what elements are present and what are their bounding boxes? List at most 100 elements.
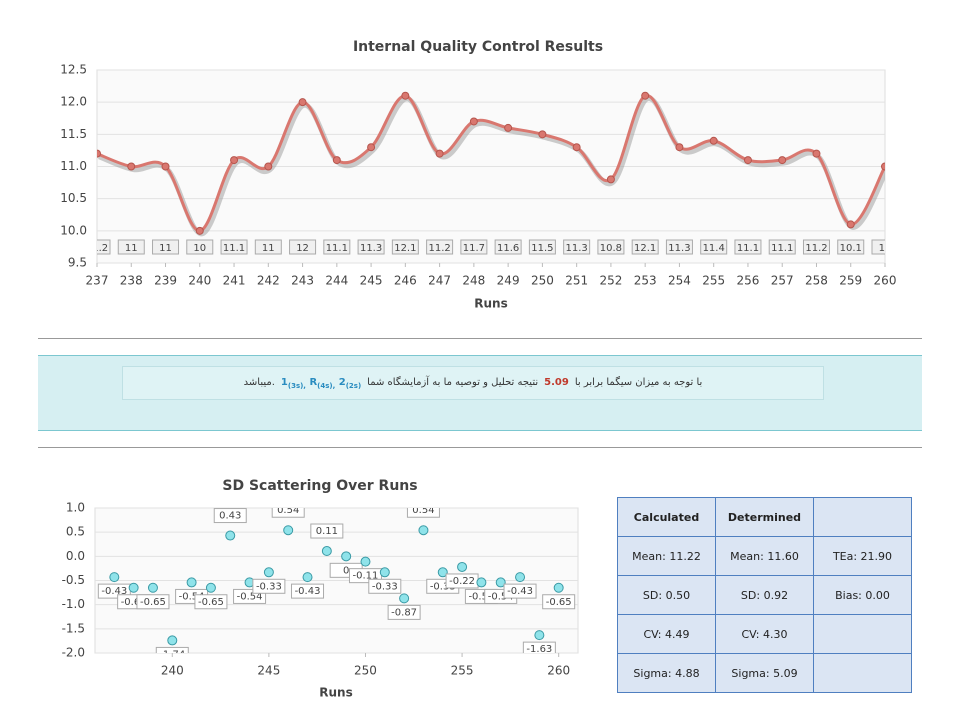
table-cell: Sigma: 5.09 (715, 653, 814, 693)
table-cell: SD: 0.92 (715, 575, 814, 615)
chart-title: Internal Quality Control Results (353, 39, 603, 55)
x-tick-label: 242 (257, 274, 280, 288)
divider (38, 447, 922, 448)
point (147, 582, 158, 593)
y-tick-label: 12.0 (60, 95, 87, 109)
value-label-box (426, 239, 454, 255)
line-shadow (98, 96, 885, 237)
value-label: 0.43 (219, 511, 241, 522)
value-label: 11.3 (566, 243, 588, 254)
value-label: 12.1 (634, 243, 656, 254)
value-label-box (357, 239, 385, 255)
value-label: 11.2 (86, 243, 108, 254)
point (379, 567, 390, 578)
value-label: 11.7 (463, 243, 485, 254)
y-tick-label: 11.0 (60, 159, 87, 173)
x-tick-label: 260 (874, 274, 897, 288)
rule-code: R (309, 377, 318, 388)
value-label: -0.65 (121, 597, 147, 608)
value-label: -0.54 (179, 591, 205, 602)
value-label: 0.54 (412, 505, 434, 516)
x-tick-label: 241 (223, 274, 246, 288)
x-tick-label: 237 (86, 274, 109, 288)
value-label-box (528, 239, 556, 255)
point (205, 582, 216, 593)
x-tick-label: 255 (451, 664, 474, 678)
value-label: -0.33 (430, 581, 456, 592)
point (437, 567, 448, 578)
x-tick-label: 252 (599, 274, 622, 288)
value-label-box (289, 239, 317, 255)
y-tick-label: 9.5 (68, 256, 87, 270)
point (515, 572, 526, 583)
value-label-box (391, 239, 419, 255)
table-cell: Bias: 0.00 (813, 575, 912, 615)
value-label-box (837, 239, 865, 255)
point (367, 143, 376, 152)
banner-sigma: 5.09 (544, 377, 569, 388)
value-label-box (152, 239, 180, 255)
value-label: 12 (296, 243, 309, 254)
value-label-box (291, 583, 325, 599)
value-label: 11 (159, 243, 172, 254)
value-label-box (194, 594, 228, 610)
x-tick-label: 250 (354, 664, 377, 678)
value-label-box (136, 594, 170, 610)
y-tick-label: -0.5 (62, 573, 85, 587)
y-tick-label: 11.5 (60, 127, 87, 141)
value-label: -0.54 (237, 591, 263, 602)
banner-rules: 1(3s), R(4s), 2(2s) (281, 367, 361, 402)
point (298, 98, 307, 107)
value-label: -0.43 (507, 586, 533, 597)
point (167, 635, 178, 646)
divider (38, 338, 922, 339)
value-label: 11.1 (737, 243, 759, 254)
banner-text: با توجه به میزان سیگما برابر با 5.09 نتیجه… (122, 366, 824, 400)
value-label-box (700, 239, 728, 255)
point (606, 175, 615, 184)
rule-sub: (3s), (287, 382, 306, 390)
point (127, 162, 136, 171)
point (675, 143, 684, 152)
y-tick-label: -1.0 (62, 597, 85, 611)
value-label: -0.11 (353, 571, 379, 582)
value-label-box (254, 239, 282, 255)
rule-code: 1 (280, 377, 288, 388)
point (778, 156, 787, 165)
value-label-box (186, 239, 214, 255)
x-tick-label: 244 (325, 274, 348, 288)
value-label: 12.1 (394, 243, 416, 254)
x-tick-label: 255 (702, 274, 725, 288)
point (401, 91, 410, 100)
value-label-box (768, 239, 796, 255)
x-tick-label: 243 (291, 274, 314, 288)
value-label: 11.1 (223, 243, 245, 254)
x-tick-label: 258 (805, 274, 828, 288)
point (263, 567, 274, 578)
banner-end: .میباشد (243, 377, 275, 388)
value-label-box (871, 239, 885, 255)
point (504, 123, 513, 132)
table-header: Calculated (617, 497, 716, 537)
point (538, 130, 547, 139)
x-tick-label: 256 (737, 274, 760, 288)
table-cell (813, 653, 912, 693)
table-cell (813, 614, 912, 654)
table-cell: Mean: 11.22 (617, 536, 716, 576)
value-label-box (734, 239, 762, 255)
table-header: Determined (715, 497, 814, 537)
value-label: -0.43 (295, 586, 321, 597)
value-label: 0.54 (277, 505, 299, 516)
point (418, 525, 429, 536)
rule-sub: (4s), (317, 382, 336, 390)
value-label-box (542, 594, 576, 610)
value-label: 11 (125, 243, 138, 254)
y-tick-label: -2.0 (62, 646, 85, 660)
x-tick-label: 238 (120, 274, 143, 288)
point (97, 149, 101, 158)
rule-code: 2 (338, 377, 346, 388)
table-cell: TEa: 21.90 (813, 536, 912, 576)
stats-table: Calculated Determined Mean: 11.22 Mean: 11… (617, 497, 912, 693)
x-tick-label: 245 (360, 274, 383, 288)
